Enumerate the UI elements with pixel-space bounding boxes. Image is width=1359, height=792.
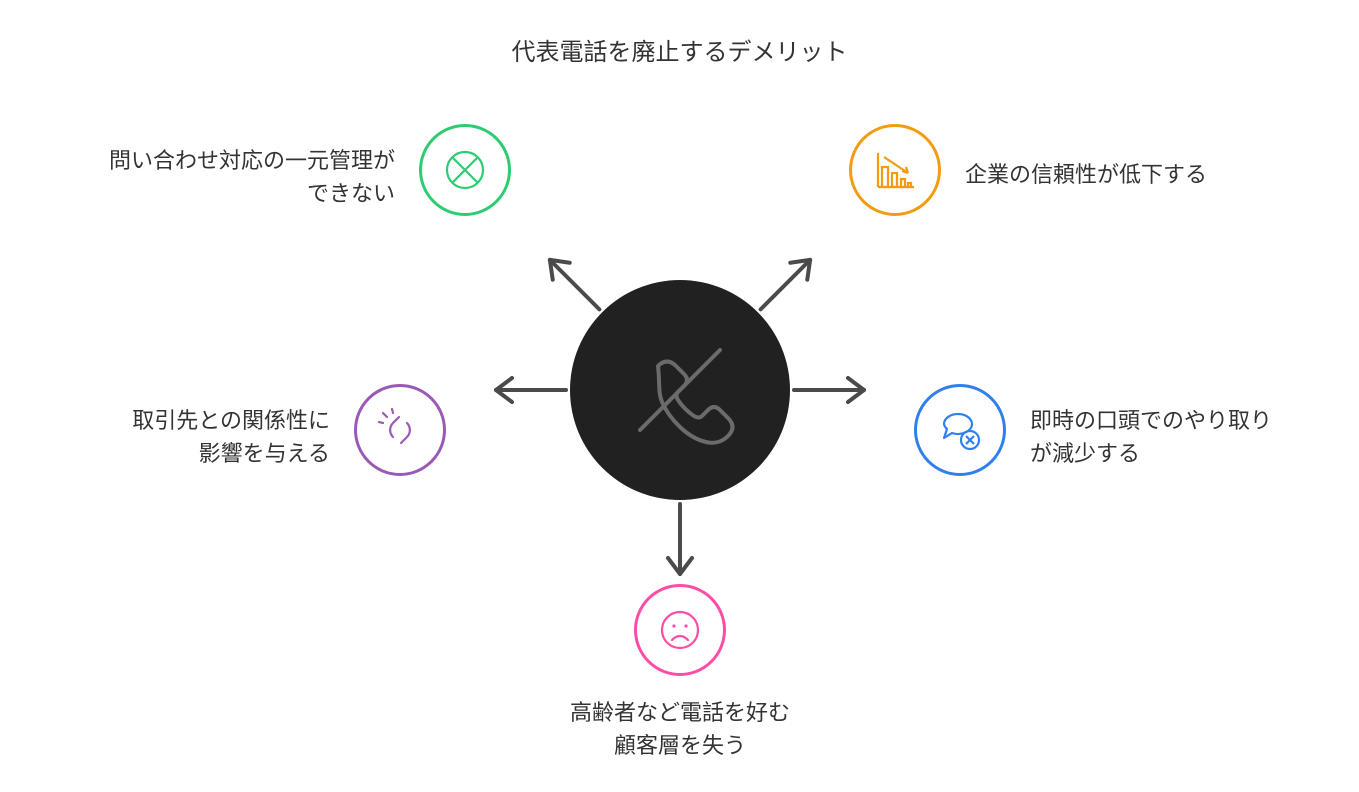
diagram-title: 代表電話を廃止するデメリット [0, 32, 1359, 67]
node-orange-circle [849, 124, 941, 216]
phone-off-icon [610, 320, 750, 460]
node-orange-label: 企業の信頼性が低下する [965, 158, 1207, 191]
node-green-label: 問い合わせ対応の一元管理が できない [109, 144, 395, 210]
broken-link-icon [373, 403, 427, 457]
node-purple-label: 取引先との関係性に 影響を与える [132, 404, 330, 470]
node-green-circle [419, 124, 511, 216]
node-blue-circle [914, 384, 1006, 476]
node-pink-label: 高齢者など電話を好む 顧客層を失う [570, 696, 790, 762]
chart-down-icon [868, 143, 922, 197]
center-hub [570, 280, 790, 500]
no-entry-icon [439, 144, 491, 196]
node-purple-circle [354, 384, 446, 476]
sad-face-icon [652, 602, 708, 658]
node-blue-label: 即時の口頭でのやり取り が減少する [1030, 404, 1272, 470]
chat-cancel-icon [932, 402, 988, 458]
node-pink-circle [634, 584, 726, 676]
